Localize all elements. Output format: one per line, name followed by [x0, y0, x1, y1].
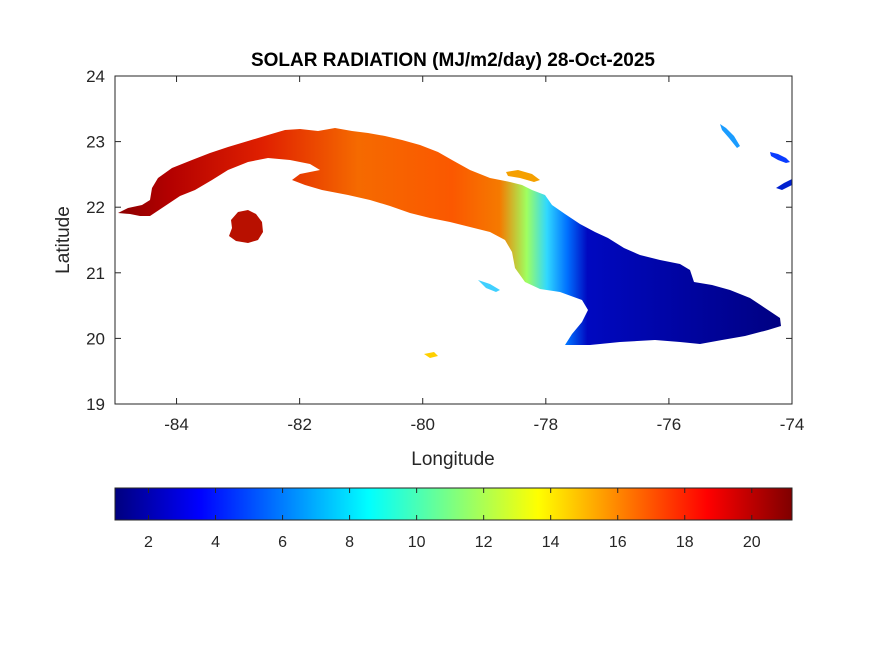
colorbar-tick-label: 2	[144, 534, 153, 551]
x-tick-label: -82	[287, 415, 312, 434]
y-tick-label: 22	[86, 198, 105, 217]
cayo-east-3	[776, 179, 792, 190]
map-layer	[118, 124, 792, 358]
colorbar-tick-label: 4	[211, 534, 220, 551]
x-tick-label: -78	[534, 415, 559, 434]
cayo-east-2	[770, 152, 790, 163]
colorbar-tick-label: 16	[609, 534, 627, 551]
x-tick-label: -76	[657, 415, 682, 434]
colorbar-tick-label: 10	[408, 534, 426, 551]
colorbar-tick-label: 20	[743, 534, 761, 551]
colorbar	[114, 487, 793, 521]
colorbar-ticks: 2 4 6 8 10 12 14 16 18 20	[144, 488, 761, 551]
x-axis-ticks: -84 -82 -80 -78 -76 -74	[164, 76, 804, 434]
y-tick-label: 23	[86, 133, 105, 152]
colorbar-tick-label: 14	[542, 534, 560, 551]
x-tick-label: -80	[410, 415, 435, 434]
x-tick-label: -74	[780, 415, 805, 434]
axes-frame	[114, 75, 793, 405]
colorbar-tick-label: 12	[475, 534, 493, 551]
y-tick-label: 24	[86, 67, 105, 86]
plot-area	[115, 76, 792, 404]
cayo-south	[424, 352, 438, 358]
colorbar-tick-label: 6	[278, 534, 287, 551]
isla-de-la-juventud	[229, 210, 263, 243]
y-tick-label: 19	[86, 395, 105, 414]
cayo-east-1	[720, 124, 740, 148]
y-axis-label: Latitude	[53, 206, 74, 274]
cuba-mainland	[118, 128, 781, 345]
y-axis-ticks: 19 20 21 22 23 24	[86, 67, 792, 414]
y-tick-label: 21	[86, 264, 105, 283]
colorbar-tick-label: 8	[345, 534, 354, 551]
cayo-north-central	[506, 170, 540, 182]
chart-title: SOLAR RADIATION (MJ/m2/day) 28-Oct-2025	[251, 50, 655, 71]
x-axis-label: Longitude	[411, 449, 494, 470]
y-tick-label: 20	[86, 329, 105, 348]
x-tick-label: -84	[164, 415, 189, 434]
cayo-south-central	[478, 280, 500, 292]
colorbar-tick-label: 18	[676, 534, 694, 551]
